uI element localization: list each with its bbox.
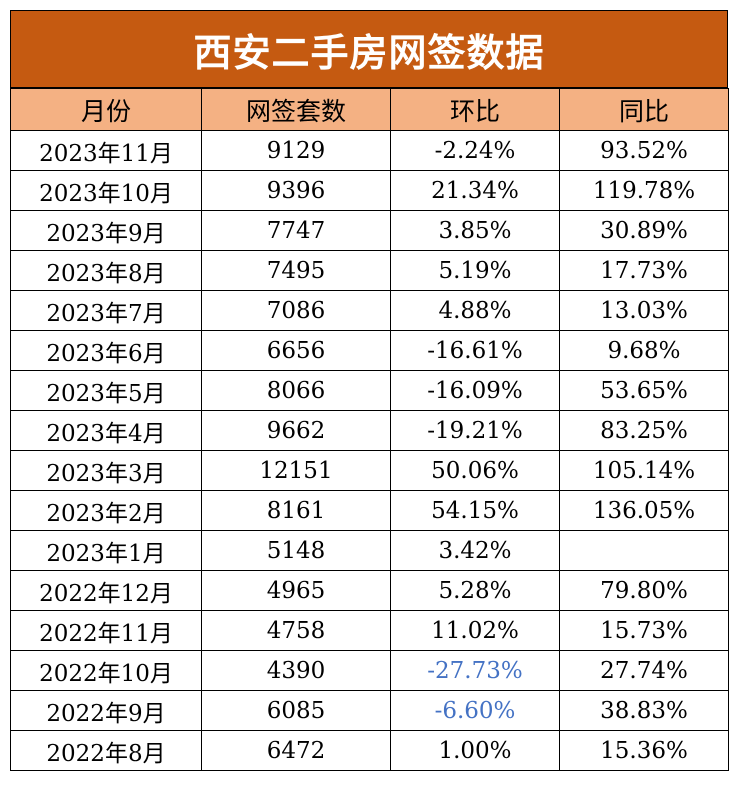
cell-mom: 5.19% xyxy=(390,250,560,291)
table-row: 2023年7月 7086 4.88% 13.03% xyxy=(10,290,729,331)
cell-mom: 11.02% xyxy=(390,610,560,651)
cell-month: 2023年8月 xyxy=(10,250,202,291)
table-row: 2022年10月 4390 -27.73% 27.74% xyxy=(10,650,729,691)
cell-mom: -16.61% xyxy=(390,330,560,371)
cell-month: 2022年11月 xyxy=(10,610,202,651)
cell-count: 4390 xyxy=(201,650,391,691)
cell-month: 2023年4月 xyxy=(10,410,202,451)
cell-mom: -27.73% xyxy=(390,650,560,691)
cell-month: 2023年9月 xyxy=(10,210,202,251)
cell-count: 9396 xyxy=(201,170,391,211)
cell-yoy: 9.68% xyxy=(559,330,729,371)
table-title: 西安二手房网签数据 xyxy=(10,10,728,88)
cell-count: 7495 xyxy=(201,250,391,291)
cell-count: 4965 xyxy=(201,570,391,611)
table-row: 2023年9月 7747 3.85% 30.89% xyxy=(10,210,729,251)
table-row: 2022年12月 4965 5.28% 79.80% xyxy=(10,570,729,611)
cell-mom: 5.28% xyxy=(390,570,560,611)
cell-count: 6656 xyxy=(201,330,391,371)
table-row: 2023年6月 6656 -16.61% 9.68% xyxy=(10,330,729,371)
table-row: 2022年9月 6085 -6.60% 38.83% xyxy=(10,690,729,731)
cell-count: 6472 xyxy=(201,730,391,771)
cell-yoy: 30.89% xyxy=(559,210,729,251)
cell-yoy: 119.78% xyxy=(559,170,729,211)
table-row: 2023年2月 8161 54.15% 136.05% xyxy=(10,490,729,531)
cell-mom: 50.06% xyxy=(390,450,560,491)
cell-mom: -16.09% xyxy=(390,370,560,411)
header-row: 月份 网签套数 环比 同比 xyxy=(10,88,729,131)
cell-month: 2023年2月 xyxy=(10,490,202,531)
table-row: 2023年8月 7495 5.19% 17.73% xyxy=(10,250,729,291)
cell-yoy: 27.74% xyxy=(559,650,729,691)
cell-mom: -6.60% xyxy=(390,690,560,731)
cell-month: 2023年10月 xyxy=(10,170,202,211)
cell-count: 7086 xyxy=(201,290,391,331)
cell-mom: -2.24% xyxy=(390,130,560,171)
cell-month: 2023年5月 xyxy=(10,370,202,411)
cell-mom: -19.21% xyxy=(390,410,560,451)
header-month: 月份 xyxy=(10,88,202,131)
table-row: 2022年11月 4758 11.02% 15.73% xyxy=(10,610,729,651)
cell-count: 8161 xyxy=(201,490,391,531)
cell-yoy: 38.83% xyxy=(559,690,729,731)
cell-yoy: 17.73% xyxy=(559,250,729,291)
cell-count: 7747 xyxy=(201,210,391,251)
cell-month: 2022年10月 xyxy=(10,650,202,691)
cell-month: 2023年3月 xyxy=(10,450,202,491)
cell-yoy: 15.36% xyxy=(559,730,729,771)
cell-yoy: 83.25% xyxy=(559,410,729,451)
cell-count: 9662 xyxy=(201,410,391,451)
table-row: 2023年10月 9396 21.34% 119.78% xyxy=(10,170,729,211)
header-count: 网签套数 xyxy=(201,88,391,131)
table-row: 2023年1月 5148 3.42% xyxy=(10,530,729,571)
cell-mom: 1.00% xyxy=(390,730,560,771)
cell-month: 2023年7月 xyxy=(10,290,202,331)
cell-yoy: 79.80% xyxy=(559,570,729,611)
cell-month: 2023年11月 xyxy=(10,130,202,171)
table-row: 2023年11月 9129 -2.24% 93.52% xyxy=(10,130,729,171)
cell-mom: 54.15% xyxy=(390,490,560,531)
cell-yoy: 105.14% xyxy=(559,450,729,491)
cell-count: 12151 xyxy=(201,450,391,491)
cell-month: 2022年8月 xyxy=(10,730,202,771)
cell-mom: 3.42% xyxy=(390,530,560,571)
cell-month: 2023年1月 xyxy=(10,530,202,571)
cell-mom: 21.34% xyxy=(390,170,560,211)
cell-mom: 3.85% xyxy=(390,210,560,251)
table-row: 2022年8月 6472 1.00% 15.36% xyxy=(10,730,729,771)
table-row: 2023年5月 8066 -16.09% 53.65% xyxy=(10,370,729,411)
header-yoy: 同比 xyxy=(559,88,729,131)
cell-yoy: 13.03% xyxy=(559,290,729,331)
housing-data-table: 月份 网签套数 环比 同比 2023年11月 9129 -2.24% 93.52% 20… xyxy=(10,88,729,771)
cell-yoy xyxy=(559,530,729,571)
cell-yoy: 15.73% xyxy=(559,610,729,651)
cell-yoy: 53.65% xyxy=(559,370,729,411)
cell-count: 5148 xyxy=(201,530,391,571)
cell-yoy: 136.05% xyxy=(559,490,729,531)
cell-count: 4758 xyxy=(201,610,391,651)
cell-month: 2022年9月 xyxy=(10,690,202,731)
data-table-container: 西安二手房网签数据 月份 网签套数 环比 同比 2023年11月 9129 -2.2… xyxy=(10,10,729,771)
cell-count: 9129 xyxy=(201,130,391,171)
cell-count: 8066 xyxy=(201,370,391,411)
table-row: 2023年3月 12151 50.06% 105.14% xyxy=(10,450,729,491)
cell-month: 2023年6月 xyxy=(10,330,202,371)
header-mom: 环比 xyxy=(390,88,560,131)
cell-count: 6085 xyxy=(201,690,391,731)
cell-yoy: 93.52% xyxy=(559,130,729,171)
table-row: 2023年4月 9662 -19.21% 83.25% xyxy=(10,410,729,451)
cell-month: 2022年12月 xyxy=(10,570,202,611)
cell-mom: 4.88% xyxy=(390,290,560,331)
